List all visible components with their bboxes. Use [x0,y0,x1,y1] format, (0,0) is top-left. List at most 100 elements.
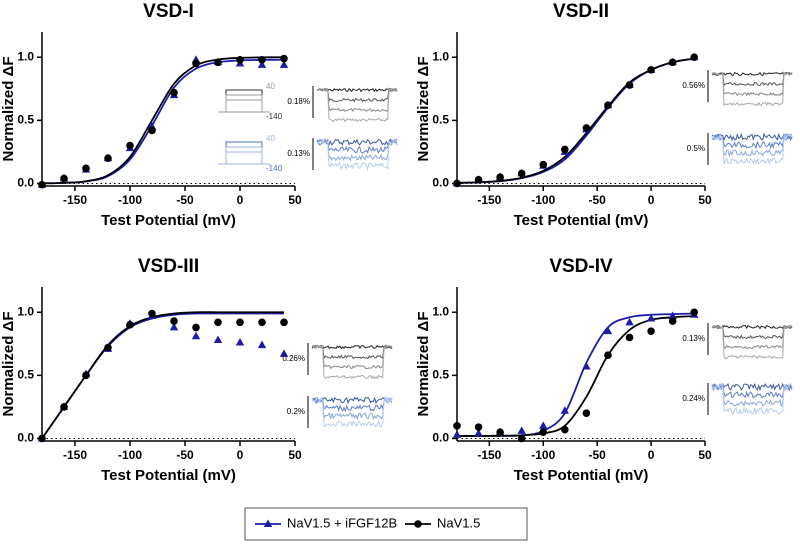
y-tick-label: 0.0 [432,431,449,445]
protocol-label: 40 [266,134,275,143]
data-point [690,308,699,317]
data-point [235,338,245,346]
inset-trace [711,383,793,416]
data-point [279,349,289,357]
y-tick-label: 0.0 [17,176,34,190]
y-tick-label: 0.0 [17,431,34,445]
data-point [539,160,548,169]
inset-trace [311,344,393,360]
data-point [192,59,200,68]
x-tick-label: -150 [477,448,501,462]
inset-trace [311,344,393,380]
y-tick-label: 0.5 [17,368,34,382]
data-point [647,327,655,335]
inset-trace [312,396,393,405]
y-tick-label: 1.0 [432,49,449,63]
data-point [82,371,90,380]
data-point [474,423,483,431]
x-tick-label: 0 [237,193,244,207]
legend-box [244,507,528,541]
x-tick-label: 50 [698,448,712,462]
x-tick-label: 0 [648,193,655,207]
scale-label: 0.13% [682,334,705,343]
data-point [104,154,112,163]
data-point [625,333,634,342]
data-point [279,60,289,68]
data-point [582,362,591,370]
data-point [214,318,222,327]
x-tick-label: -100 [531,193,555,207]
data-point [604,351,612,359]
data-point [236,55,244,64]
inset-trace [316,138,398,147]
data-point [582,409,591,418]
data-point [668,317,677,325]
x-tick-label: 50 [698,193,712,207]
data-point [496,428,504,436]
data-point [148,126,156,135]
x-tick-label: -150 [477,193,501,207]
data-point [474,175,483,184]
data-point [82,164,90,173]
inset-trace [316,87,398,93]
protocol-step [225,94,263,113]
data-point [604,101,612,110]
data-point [453,179,461,188]
y-axis-label: Normalized ΔF [415,312,432,417]
data-point [496,173,504,181]
y-axis-label: Normalized ΔF [0,57,17,162]
inset-trace [711,132,793,142]
y-tick-label: 0.5 [17,113,34,127]
data-point [169,322,179,331]
data-point [561,145,569,154]
y-axis-label: Normalized ΔF [415,57,432,162]
data-point [517,169,526,178]
y-tick-label: 0.0 [432,176,449,190]
inset-trace [311,395,393,413]
inset-trace [711,71,793,77]
x-tick-label: -150 [63,448,87,462]
scale-label: 0.18% [287,97,310,106]
x-tick-label: -150 [63,193,87,207]
inset-trace [711,133,793,158]
data-point [191,331,201,340]
protocol-step [225,99,263,113]
x-tick-label: -50 [176,448,194,462]
protocol-step [225,141,263,165]
y-axis-label: Normalized ΔF [0,312,17,417]
data-point [690,53,699,62]
data-point [517,426,526,434]
data-point [170,317,178,325]
inset-trace [711,384,793,408]
y-tick-label: 1.0 [17,49,34,63]
x-tick-label: 50 [288,193,302,207]
data-point [170,88,178,97]
data-point [668,58,677,67]
x-tick-label: -50 [176,193,194,207]
data-point [236,318,244,327]
inset-trace [317,138,398,154]
inset-trace [316,138,398,162]
data-point [582,124,591,132]
scale-label: 0.13% [287,149,310,158]
protocol-label: -140 [266,164,283,173]
data-point [452,430,462,438]
x-tick-label: -50 [589,448,607,462]
inset-trace [316,87,398,113]
data-point [126,141,134,150]
x-tick-label: 0 [237,448,244,462]
data-point [603,326,613,335]
data-point [280,54,288,63]
chart-title: VSD-IV [549,256,613,277]
inset-trace [311,395,393,428]
data-point [60,403,68,411]
protocol-step [225,151,263,165]
chart-title: VSD-III [138,256,199,277]
inset-trace [711,133,793,166]
legend-label: NaV1.5 + iFGF12B [287,515,397,530]
fit-curve [456,315,695,437]
inset-trace [311,344,393,370]
inset-trace [711,71,793,97]
y-tick-label: 1.0 [17,304,34,318]
